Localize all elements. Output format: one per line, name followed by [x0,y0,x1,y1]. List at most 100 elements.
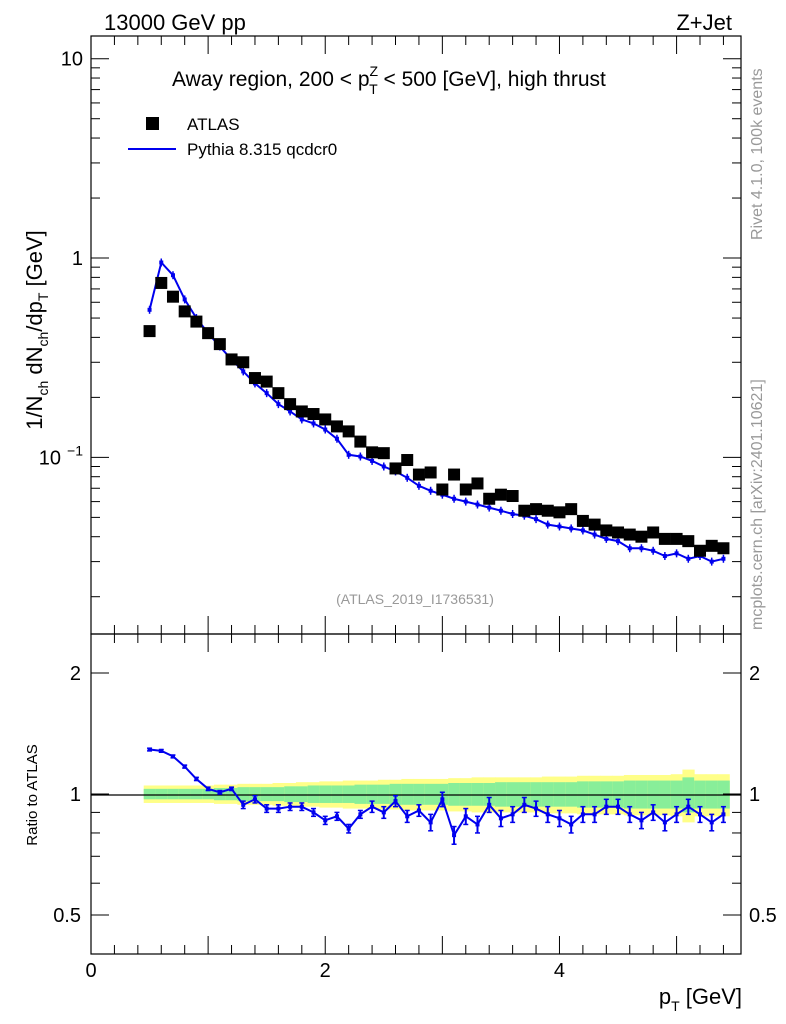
mcplots-label: mcplots.cern.ch [arXiv:2401.10621] [749,379,766,630]
ratio-band-inner [284,786,297,803]
y-tick-label: 10 [61,49,83,71]
data-point [143,325,156,338]
ratio-band-inner [295,786,309,803]
data-point [670,532,683,545]
ratio-band-inner [459,783,473,806]
ratio-band-inner [389,783,402,805]
rivet-label: Rivet 4.1.0, 100k events [749,68,766,240]
x-tick-label: 2 [320,960,331,982]
ratio-y-tick-label-right: 1 [749,784,760,806]
data-point [612,526,625,539]
data-point [319,413,332,426]
ratio-point [662,820,667,825]
ratio-point [510,812,515,817]
analysis-tag: (ATLAS_2019_I1736531) [336,591,494,607]
data-point [483,492,496,505]
ratio-point [299,804,304,809]
ratio-point [639,818,644,823]
ratio-point [686,804,691,809]
ratio-band-inner [424,783,437,805]
ratio-band-inner [401,783,414,805]
data-point [424,466,437,479]
data-point [213,338,226,351]
ratio-point [264,806,269,811]
ratio-point [182,764,187,769]
ratio-band-inner [342,785,356,803]
main-panel: 10 1 10 −1 Away region, 200 < pZ T < 500 [Ge… [22,35,742,635]
ratio-point [452,833,457,838]
ratio-y-axis-label: Ratio to ATLAS [24,744,41,845]
data-point [448,468,461,481]
ratio-point [709,820,714,825]
ratio-point [288,804,293,809]
ratio-point [370,804,375,809]
data-point [576,514,589,527]
data-point [330,420,343,433]
data-point [623,528,636,541]
data-series [143,276,730,557]
x-axis-label: pT [GeV] [659,984,742,1014]
ratio-point [229,786,234,791]
ratio-band-inner [319,785,332,803]
ratio-band-inner [331,785,344,803]
data-point [260,375,273,388]
data-point [682,535,695,548]
ratio-point [206,786,211,791]
ratio-band-inner [307,785,320,803]
data-point [694,544,707,557]
ratio-band-inner [471,783,484,806]
main-y-axis-label: 1/Nch dNch/dpT [GeV] [22,230,51,430]
ratio-band-inner [366,784,379,804]
ratio-point [674,812,679,817]
data-point [354,435,367,448]
x-tick-label: 0 [85,960,96,982]
data-point [295,405,308,418]
data-point [412,468,425,481]
ratio-point [604,804,609,809]
ratio-point [580,812,585,817]
ratio-point [194,776,199,781]
ratio-point [498,816,503,821]
plot-title: Away region, 200 < pZ T < 500 [GeV], high… [172,63,606,97]
data-point [530,503,543,516]
ratio-band-inner [377,784,391,804]
ratio-band-inner [249,787,262,802]
ratio-band-inner [178,788,192,800]
data-point [600,524,613,537]
header-process-label: Z+Jet [676,10,732,35]
ratio-y-tick-label-left: 1 [70,784,81,806]
ratio-point [545,812,550,817]
data-point [284,398,297,411]
ratio-point [698,812,703,817]
data-point [307,408,320,421]
ratio-point [721,812,726,817]
ratio-y-tick-label-left: 2 [70,663,81,685]
data-point [202,327,215,340]
ratio-point [393,799,398,804]
ratio-axis-ticks: 2 2 1 1 0.5 0.5 0 2 4 [53,634,777,982]
data-point [553,506,566,519]
ratio-point [428,820,433,825]
ratio-point [651,810,656,815]
ratio-point [311,810,316,815]
ratio-point [159,748,164,753]
data-point [225,353,238,366]
x-tick-label: 4 [554,960,565,982]
data-point [565,503,578,516]
legend: ATLAS Pythia 8.315 qcdcr0 [128,115,337,159]
data-point [155,276,168,289]
ratio-band-inner [190,788,203,800]
ratio-point [534,806,539,811]
legend-data-marker [146,117,159,130]
ratio-point [323,818,328,823]
ratio-point [241,802,246,807]
ratio-point [487,802,492,807]
data-point [471,477,484,490]
ratio-point [440,797,445,802]
ratio-band-inner [155,788,168,800]
ratio-point [252,797,257,802]
data-point [717,542,730,555]
ratio-band-inner [272,787,285,802]
ratio-y-tick-label-left: 0.5 [53,905,81,927]
